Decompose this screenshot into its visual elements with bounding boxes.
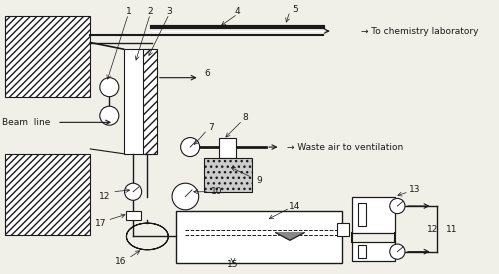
- Text: 2: 2: [147, 7, 153, 16]
- Circle shape: [390, 198, 405, 214]
- Circle shape: [181, 138, 200, 156]
- Bar: [176, 211, 342, 263]
- Bar: [352, 242, 395, 261]
- Text: 10: 10: [211, 187, 223, 196]
- Text: 15: 15: [227, 261, 239, 269]
- Text: 8: 8: [243, 113, 248, 122]
- Text: 16: 16: [115, 257, 126, 266]
- Text: 1: 1: [125, 7, 131, 16]
- Bar: [358, 203, 366, 226]
- Text: → Waste air to ventilation: → Waste air to ventilation: [287, 142, 403, 152]
- Bar: [352, 196, 395, 233]
- Text: 12: 12: [427, 225, 438, 234]
- Text: 17: 17: [95, 219, 106, 228]
- Text: 9: 9: [256, 176, 262, 185]
- Text: 14: 14: [289, 201, 300, 210]
- Text: Beam  line: Beam line: [2, 118, 50, 127]
- Bar: [219, 138, 236, 158]
- Circle shape: [100, 78, 119, 97]
- Text: → To chemistry laboratory: → To chemistry laboratory: [361, 27, 479, 36]
- Bar: [126, 211, 141, 220]
- Text: 3: 3: [166, 7, 172, 16]
- Text: 12: 12: [99, 192, 110, 201]
- Bar: [5, 154, 90, 235]
- Text: 7: 7: [208, 122, 214, 132]
- Text: 5: 5: [292, 5, 297, 14]
- Text: 13: 13: [409, 185, 420, 194]
- Bar: [143, 49, 157, 154]
- Circle shape: [172, 183, 199, 210]
- Circle shape: [125, 183, 142, 200]
- Text: 4: 4: [235, 7, 241, 16]
- Bar: [337, 223, 349, 236]
- Text: 6: 6: [205, 69, 210, 78]
- Polygon shape: [275, 233, 304, 240]
- Circle shape: [390, 244, 405, 259]
- Text: 11: 11: [446, 225, 457, 234]
- Bar: [124, 49, 152, 154]
- Bar: [5, 16, 90, 97]
- Bar: [205, 158, 252, 192]
- Bar: [358, 245, 366, 258]
- Circle shape: [100, 106, 119, 125]
